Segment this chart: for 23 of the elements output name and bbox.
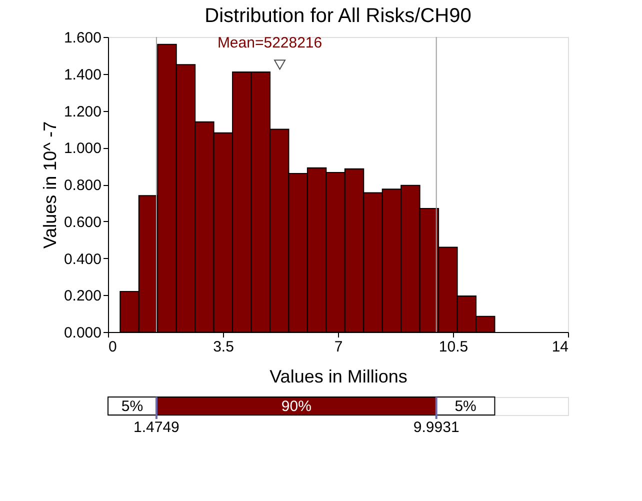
x-tick-label: 10.5: [438, 338, 468, 356]
y-tick-label: 0.200: [64, 288, 102, 305]
y-tick-label: 1.600: [64, 30, 102, 46]
x-tick-label: 3.5: [213, 338, 234, 356]
y-tick-label: 0.800: [64, 177, 102, 194]
y-tick-label: 1.400: [64, 66, 102, 84]
annotation: Mean=5228216: [217, 34, 322, 52]
text: 9.9931: [413, 419, 460, 436]
x-tick-label: 7: [334, 338, 343, 356]
y-tick-label: 1.000: [64, 140, 102, 158]
y-tick-label: 0.000: [64, 324, 102, 342]
x-tick-label: 0: [108, 338, 117, 356]
text: 1.4749: [134, 419, 180, 436]
text: 90%: [281, 398, 312, 415]
text: 5%: [121, 398, 144, 415]
y-tick-label: 0.600: [64, 214, 102, 231]
chart-title: Distribution for All Risks/CH90: [204, 5, 472, 27]
x-tick-label: 14: [552, 338, 568, 356]
y-tick-label: 0.400: [64, 250, 102, 268]
text: 5%: [454, 398, 476, 415]
x-axis-title: Values in Millions: [270, 366, 408, 386]
y-tick-label: 1.200: [64, 103, 102, 120]
y-axis-title: Values in 10^ -7: [40, 121, 60, 249]
